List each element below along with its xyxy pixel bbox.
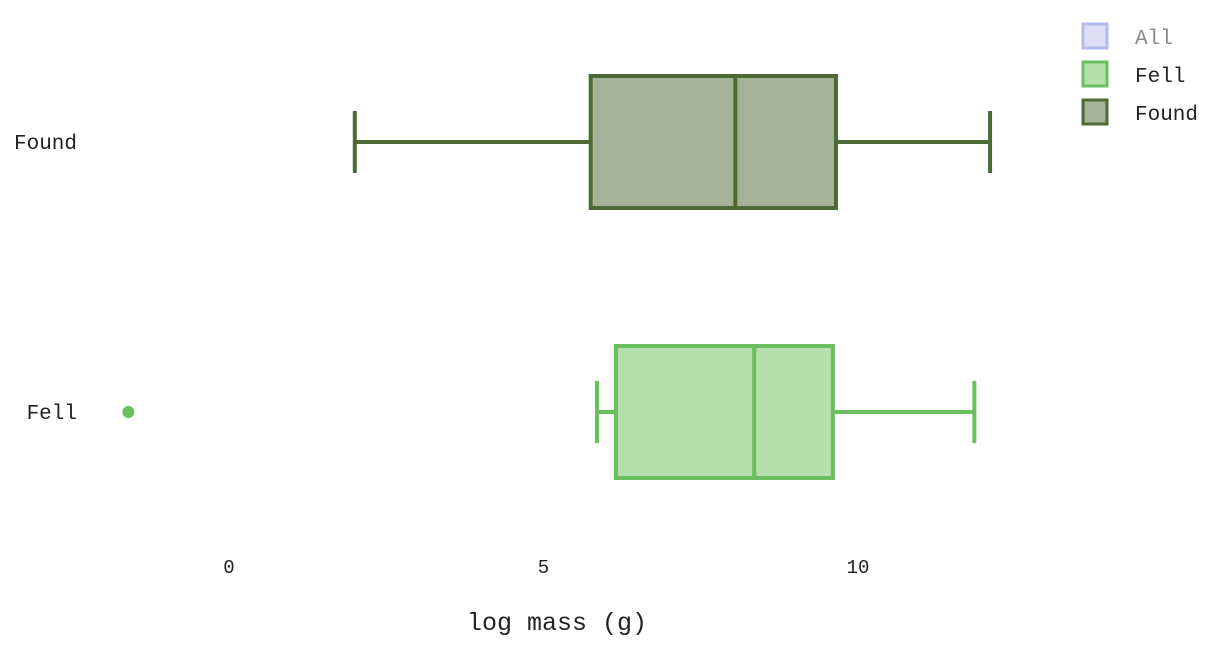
legend-swatch-all[interactable]	[1081, 22, 1109, 50]
category-label-fell: Fell	[27, 403, 77, 426]
box-fell[interactable]	[122, 344, 977, 480]
legend-swatch-fell[interactable]	[1081, 60, 1109, 88]
legend-item-fell[interactable]: Fell	[1081, 60, 1185, 89]
box-found[interactable]	[352, 74, 993, 210]
x-axis: 0 5 10 log mass (g)	[223, 557, 869, 638]
x-tick-label: 0	[223, 557, 234, 579]
x-tick-label: 10	[847, 557, 870, 579]
x-axis-title: log mass (g)	[467, 609, 647, 638]
legend-label-found[interactable]: Found	[1135, 104, 1198, 127]
legend-item-found[interactable]: Found	[1081, 98, 1198, 127]
legend-item-all[interactable]: All	[1081, 22, 1173, 51]
legend[interactable]: All Fell Found	[1081, 22, 1198, 127]
outlier-point-fell-0[interactable]	[122, 406, 135, 418]
category-label-found: Found	[14, 133, 77, 156]
legend-label-all[interactable]: All	[1135, 28, 1173, 51]
plot-area: Found Fell	[14, 74, 993, 480]
legend-label-fell[interactable]: Fell	[1135, 66, 1185, 89]
iqr-box-fell[interactable]	[613, 344, 835, 480]
iqr-box-found[interactable]	[588, 74, 838, 210]
x-tick-label: 5	[538, 557, 549, 579]
legend-swatch-found[interactable]	[1081, 98, 1109, 126]
